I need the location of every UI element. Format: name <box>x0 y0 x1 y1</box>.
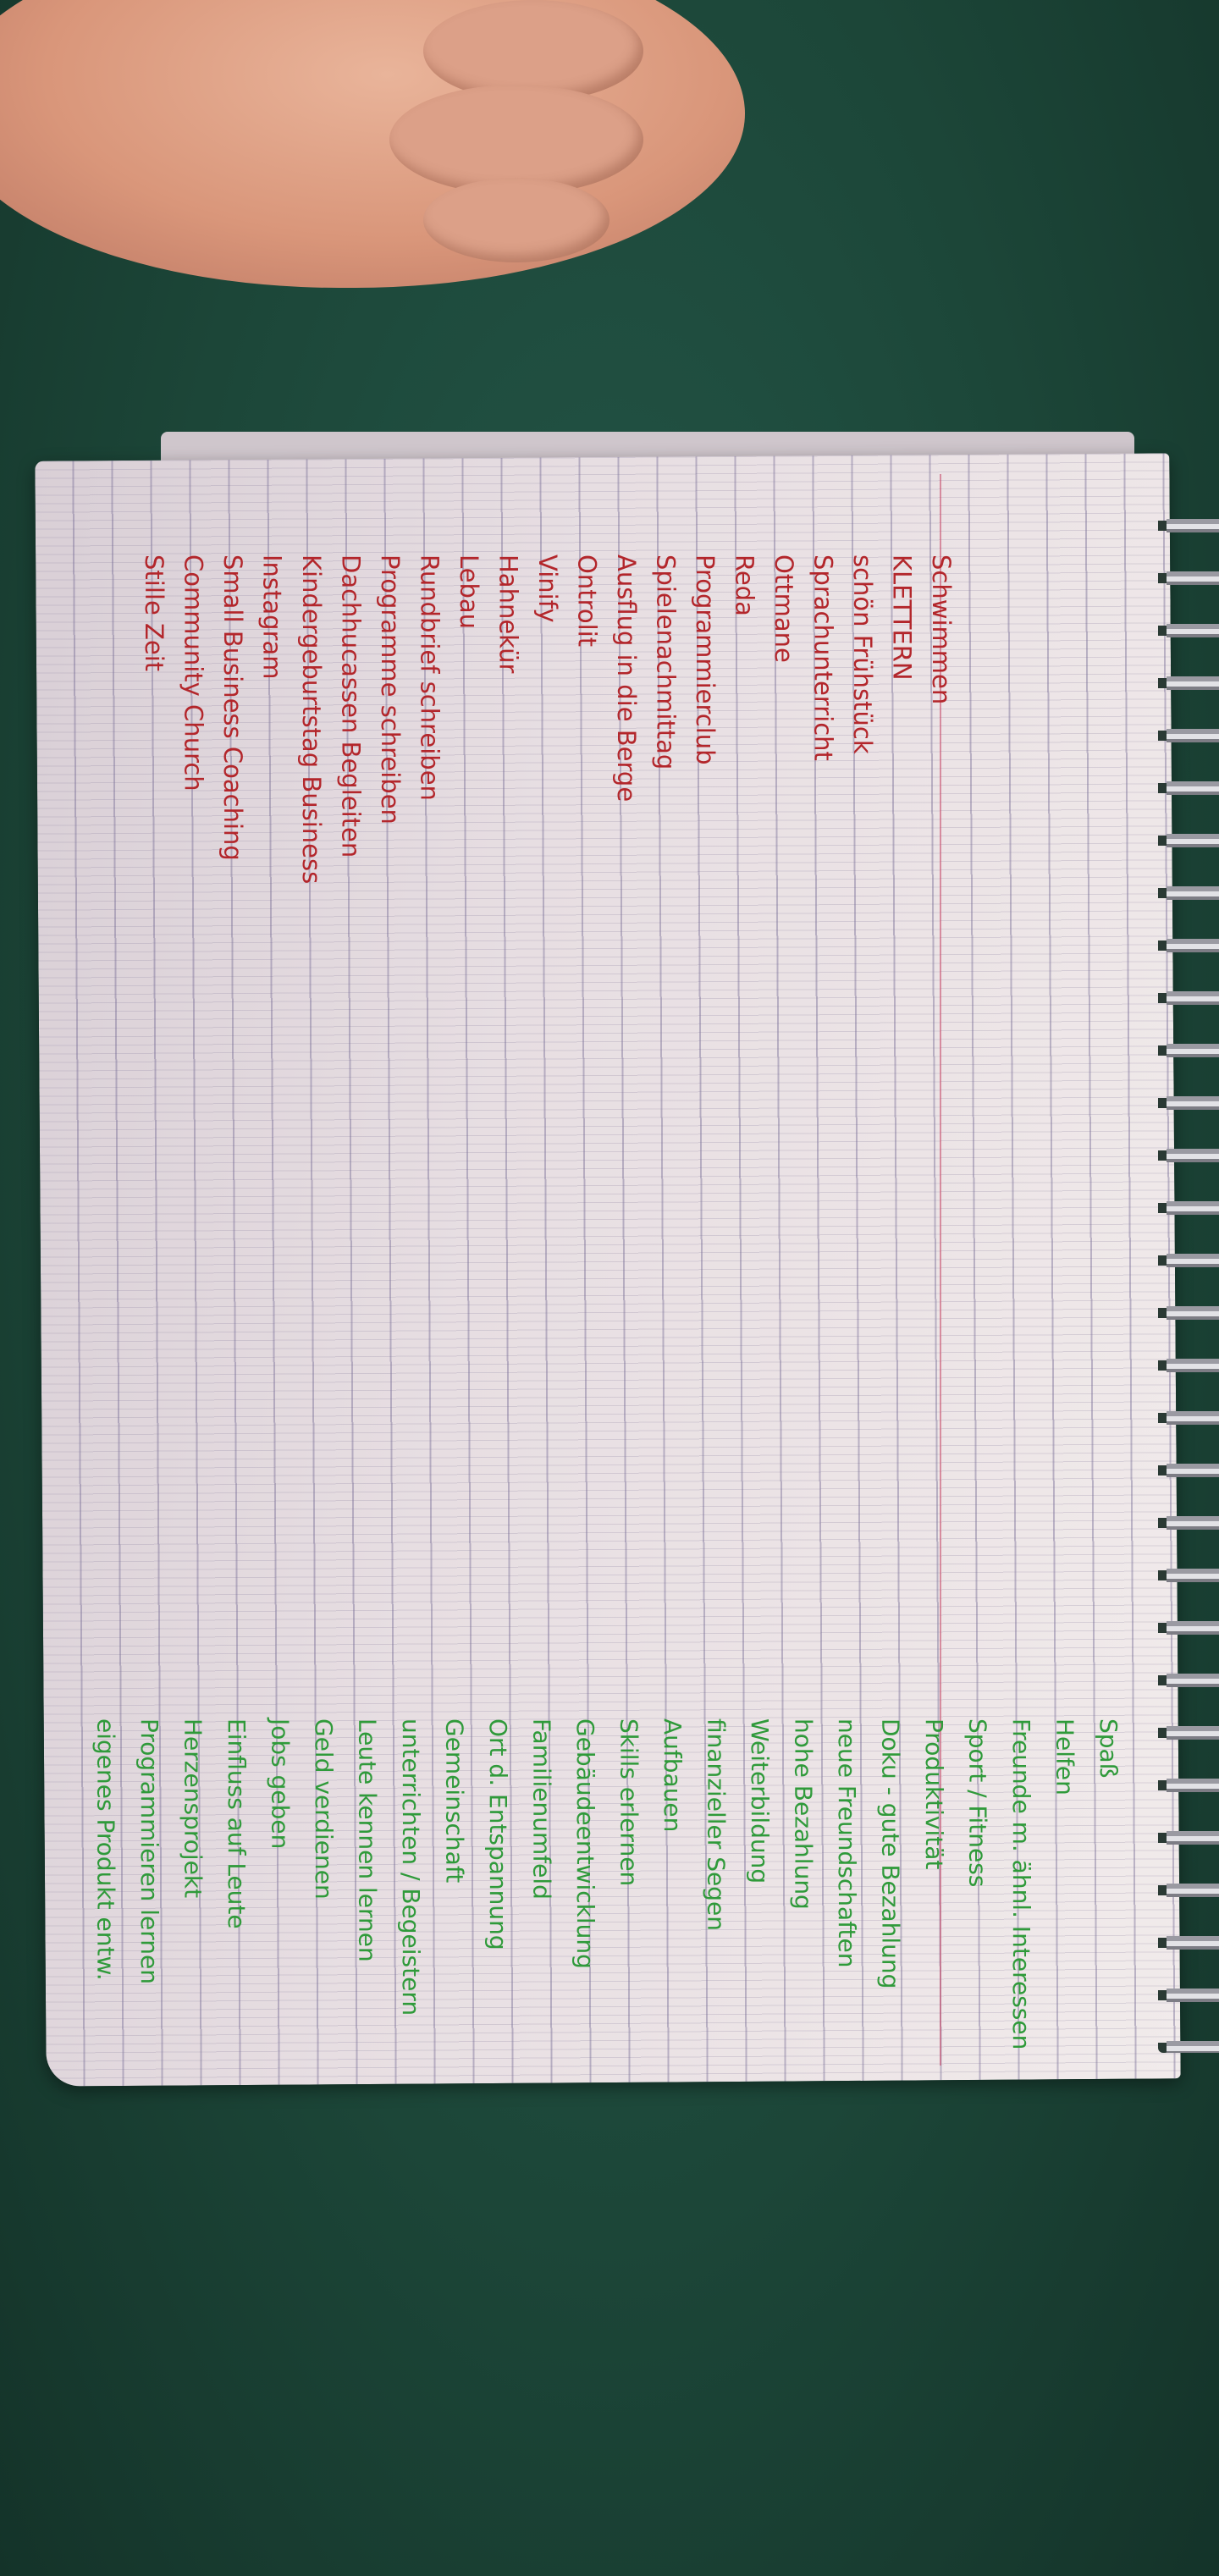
green-list-item: Freunde m. ähnl. Interessen <box>1007 1718 1035 2050</box>
red-list-item: Hahnekür <box>494 554 523 674</box>
red-list-item: Programmierclub <box>691 554 720 765</box>
green-list-item: Sport / Fitness <box>963 1718 992 1888</box>
red-list-item: Sprachunterricht <box>808 554 838 761</box>
green-list-item: Geld verdienen <box>310 1718 338 1900</box>
hand <box>0 0 745 288</box>
green-list-item: Doku - gute Bezahlung <box>876 1718 905 1989</box>
finger <box>389 85 643 195</box>
green-list-item: Ort d. Entspannung <box>484 1718 512 1950</box>
red-list-item: Small Business Coaching <box>218 554 247 861</box>
red-list-item: Spielenachmittag <box>651 554 681 770</box>
margin-line <box>940 474 941 2066</box>
green-list-item: Einfluss auf Leute <box>223 1718 251 1929</box>
green-list-item: Leute kennen lernen <box>353 1718 382 1962</box>
red-list-item: Dachhucassen Begleiten <box>336 554 366 858</box>
green-list-item: Skills erlernen <box>615 1718 643 1887</box>
green-list-item: Herzensprojekt <box>179 1718 207 1899</box>
red-list-item: Ontrolit <box>572 554 602 648</box>
red-list-item: Reda <box>730 554 759 616</box>
green-list-item: Produktivität <box>920 1718 948 1870</box>
red-list-item: KLETTERN <box>887 554 917 681</box>
red-list-item: Vinify <box>533 554 562 623</box>
green-list-item: Spaß <box>1095 1718 1122 1779</box>
spiral-binding <box>1167 495 1219 2053</box>
red-list-item: Lebau <box>455 554 483 630</box>
green-list-item: finanzieller Segen <box>702 1718 731 1931</box>
red-list-item: Community Church <box>179 554 208 792</box>
green-list-item: Gebäudeentwicklung <box>571 1718 599 1969</box>
green-list-item: Jobs geben <box>266 1718 295 1850</box>
red-list-item: Ausflug in die Berge <box>612 554 641 803</box>
red-list-item: Rundbrief schreiben <box>415 554 444 801</box>
red-list-item: Kindergeburtstag Business <box>297 554 326 885</box>
red-list-item: Instagram <box>257 554 287 680</box>
green-list-item: eigenes Produkt entw. <box>91 1718 120 1981</box>
green-list-item: Weiterbildung <box>746 1718 774 1884</box>
red-list-item: Stille Zeit <box>140 554 168 672</box>
green-list-item: Aufbauen <box>659 1718 687 1833</box>
red-list-item: Schwimmen <box>927 554 956 705</box>
green-list-item: Gemeinschaft <box>440 1718 469 1884</box>
red-list-item: schön Frühstück <box>848 554 877 754</box>
green-list-item: Programmieren lernen <box>135 1718 163 1984</box>
red-list-item: Ottmane <box>769 554 798 663</box>
green-handwritten-list: Spaß Helfen Freunde m. ähnl. Interessen Spo… <box>84 1718 1130 2049</box>
green-list-item: Helfen <box>1051 1718 1079 1795</box>
green-list-item: hohe Bezahlung <box>789 1718 818 1910</box>
finger <box>423 178 610 262</box>
green-list-item: neue Freundschaften <box>833 1718 861 1968</box>
red-handwritten-list: Schwimmen KLETTERN schön Frühstück Sprachun… <box>135 554 962 884</box>
green-list-item: Familienumfeld <box>527 1718 556 1900</box>
green-list-item: unterrichten / Begeistern <box>397 1718 425 2016</box>
red-list-item: Programme schreiben <box>376 554 405 825</box>
